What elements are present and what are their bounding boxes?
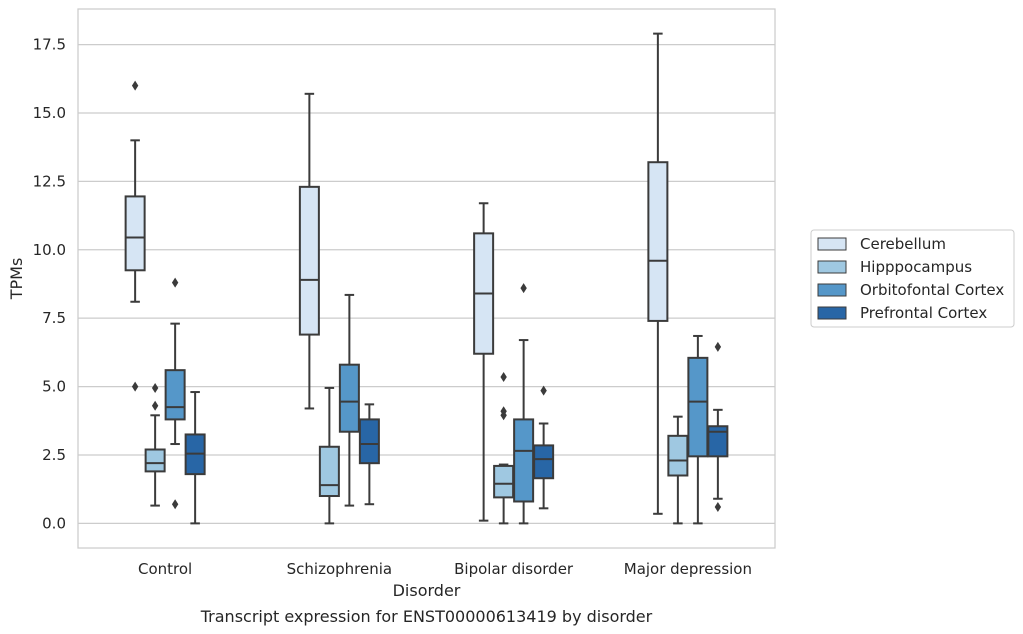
box-groups [124, 32, 729, 525]
iqr-box [298, 185, 320, 336]
y-tick-labels: 0.0 2.5 5.0 7.5 10.0 12.5 15.0 17.5 [33, 36, 66, 533]
outlier-point [714, 341, 722, 352]
box-prefrontal-cortex-0 [184, 391, 206, 525]
iqr-box [647, 161, 669, 322]
iqr-box [533, 444, 555, 480]
box-orbitofontal-cortex-0 [164, 277, 186, 510]
box-cerebellum-0 [124, 80, 146, 392]
iqr-box [164, 369, 186, 421]
legend-label: Cerebellum [860, 235, 946, 253]
iqr-box [358, 418, 380, 465]
outlier-point [151, 400, 159, 411]
box-orbitofontal-cortex-1 [338, 293, 360, 507]
iqr-box [144, 448, 166, 473]
outlier-point [714, 501, 722, 512]
x-tick-label: Schizophrenia [287, 560, 392, 578]
box-hipppocampus-3 [667, 415, 689, 525]
chart-caption: Transcript expression for ENST0000061341… [200, 607, 653, 626]
outlier-point [500, 410, 507, 421]
plot-frame [77, 8, 776, 549]
x-tick-labels: Control Schizophrenia Bipolar disorder Majo… [138, 560, 752, 578]
legend: Cerebellum Hipppocampus Orbitofontal Corte… [810, 229, 1015, 328]
outlier-point [171, 277, 179, 288]
iqr-box [124, 195, 146, 272]
legend-label: Hipppocampus [860, 258, 972, 276]
outlier-point [151, 382, 159, 393]
y-tick-label: 7.5 [42, 309, 66, 327]
legend-label: Prefrontal Cortex [860, 304, 987, 322]
iqr-box [687, 356, 709, 458]
box-hipppocampus-0 [144, 382, 166, 507]
legend-frame [810, 229, 1015, 328]
outlier-point [131, 80, 139, 91]
iqr-box [338, 363, 360, 433]
box-prefrontal-cortex-1 [358, 403, 380, 506]
outlier-point [520, 283, 527, 294]
box-cerebellum-1 [298, 92, 320, 410]
x-tick-label: Major depression [624, 560, 752, 578]
box-orbitofontal-cortex-3 [687, 334, 709, 525]
outlier-point [171, 499, 179, 510]
legend-label: Orbitofontal Cortex [860, 281, 1004, 299]
box-cerebellum-2 [473, 202, 495, 522]
box-hipppocampus-2 [493, 371, 515, 525]
y-tick-label: 12.5 [33, 172, 66, 190]
legend-swatch [817, 283, 847, 297]
outlier-point [131, 381, 139, 392]
iqr-box [493, 464, 515, 499]
box-prefrontal-cortex-2 [533, 385, 555, 510]
iqr-box [513, 418, 535, 503]
y-tick-label: 5.0 [42, 378, 66, 396]
x-tick-label: Control [138, 560, 192, 578]
iqr-box [707, 425, 729, 458]
outlier-point [540, 385, 547, 396]
x-axis-label: Disorder [393, 581, 461, 600]
x-tick-label: Bipolar disorder [454, 560, 574, 578]
y-tick-label: 2.5 [42, 446, 66, 464]
box-hipppocampus-1 [318, 386, 340, 525]
iqr-box [318, 445, 340, 498]
y-tick-label: 0.0 [42, 514, 66, 532]
y-tick-label: 10.0 [33, 241, 66, 259]
y-tick-label: 15.0 [33, 104, 66, 122]
iqr-box [667, 434, 689, 477]
box-cerebellum-3 [647, 32, 669, 515]
legend-swatch [817, 306, 847, 320]
box-prefrontal-cortex-3 [707, 341, 729, 512]
y-axis-label: TPMs [7, 258, 26, 301]
outlier-point [500, 371, 507, 382]
legend-swatch [817, 237, 847, 251]
legend-swatch [817, 260, 847, 274]
y-tick-label: 17.5 [33, 36, 66, 54]
